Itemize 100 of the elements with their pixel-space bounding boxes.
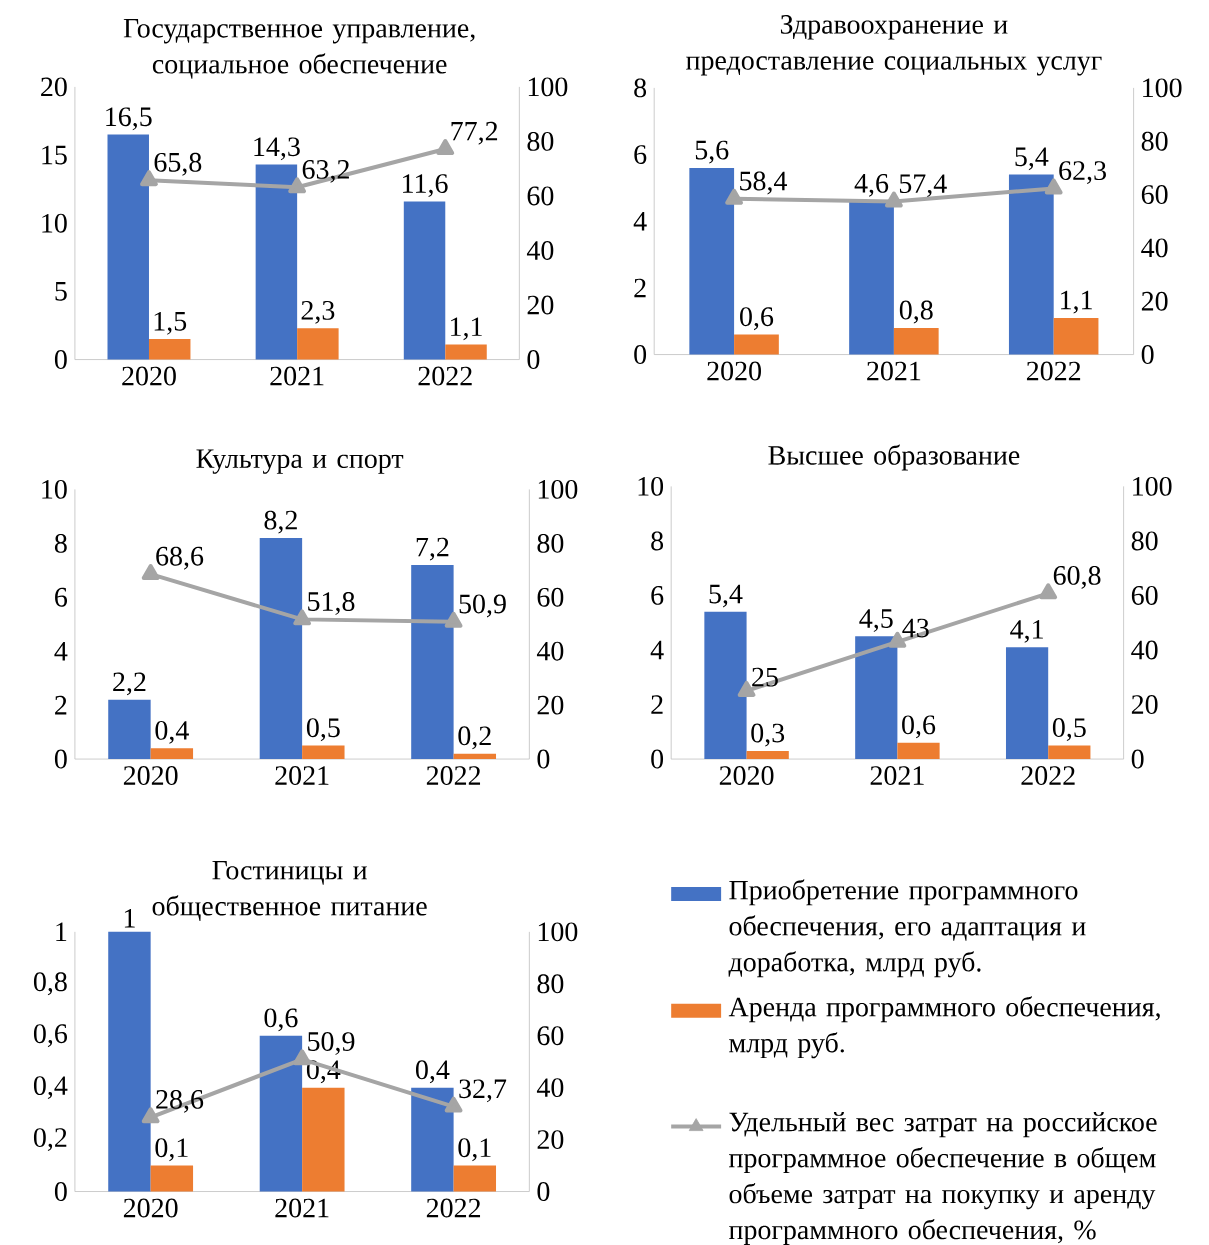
data-label: 11,6 <box>403 174 448 198</box>
y2-tick-label: 60 <box>537 1026 564 1046</box>
data-label: 0,8 <box>900 300 933 324</box>
y-tick-label: 2 <box>634 278 646 298</box>
data-label: 0,1 <box>458 1138 491 1162</box>
bar <box>404 201 446 360</box>
y2-tick-label: 100 <box>539 479 578 499</box>
data-label: 0,6 <box>740 307 774 331</box>
chart-title: Гостиницы и общественное питание <box>152 860 427 922</box>
x-tick-label: 2021 <box>275 1198 329 1218</box>
x-tick-label: 2022 <box>1021 766 1075 785</box>
data-label: 0,5 <box>307 718 340 742</box>
bar <box>150 748 194 760</box>
bar <box>255 164 298 360</box>
y2-tick-label: 100 <box>1143 78 1182 98</box>
data-label: 0,1 <box>155 1138 188 1162</box>
data-label: 62,3 <box>1059 161 1107 185</box>
x-tick-label: 2022 <box>427 1198 481 1218</box>
bar <box>734 334 780 355</box>
bar <box>411 1087 454 1192</box>
y-tick-label: 6 <box>651 586 664 605</box>
bar <box>302 745 345 760</box>
x-tick-label: 2021 <box>270 366 324 386</box>
y-tick-label: 0 <box>55 1182 68 1201</box>
y2-tick-label: 80 <box>527 131 554 151</box>
data-label: 0,2 <box>458 726 491 750</box>
y2-tick-label: 100 <box>1133 476 1172 496</box>
y2-tick-label: 60 <box>527 186 554 206</box>
y2-tick-label: 40 <box>1141 238 1168 258</box>
y2-tick-label: 40 <box>527 241 554 260</box>
data-label: 5,4 <box>1015 147 1049 171</box>
data-label: 1 <box>125 908 136 928</box>
y2-tick-label: 20 <box>1142 291 1168 311</box>
data-label: 43 <box>902 618 929 638</box>
data-label: 2,2 <box>113 672 146 696</box>
y-tick-label: 4 <box>633 212 647 231</box>
data-label: 4,1 <box>1010 620 1044 643</box>
data-label: 2,3 <box>301 300 335 324</box>
y-tick-label: 1 <box>56 922 67 942</box>
y-tick-label: 0,4 <box>34 1076 68 1100</box>
y-tick-label: 20 <box>41 77 68 97</box>
bar <box>149 339 191 360</box>
legend-label: Приобретение программного обеспечения, его адаптация и доработка, млрд руб. <box>728 879 1086 978</box>
y2-tick-label: 100 <box>529 77 568 97</box>
data-label: 16,5 <box>106 107 152 131</box>
bar <box>259 1035 303 1192</box>
y2-tick-label: 0 <box>537 1182 550 1201</box>
data-label: 28,6 <box>156 1089 204 1113</box>
data-label: 7,2 <box>417 537 449 561</box>
chart-title: Культура и спорт <box>196 449 404 474</box>
y-tick-label: 0,2 <box>34 1128 67 1152</box>
bar <box>108 931 151 1192</box>
y-tick-label: 10 <box>42 479 68 499</box>
y-tick-label: 10 <box>42 213 68 233</box>
data-label: 1,5 <box>154 311 187 335</box>
data-label: 4,5 <box>859 609 893 632</box>
y2-tick-label: 0 <box>1131 749 1144 769</box>
y2-tick-label: 80 <box>537 974 564 994</box>
y-tick-label: 0 <box>55 749 68 769</box>
y-tick-label: 2 <box>55 695 67 715</box>
data-label: 0,6 <box>264 1008 298 1032</box>
y-tick-label: 0 <box>634 345 647 365</box>
bar <box>297 328 339 360</box>
y2-tick-label: 80 <box>1131 531 1158 551</box>
y2-tick-label: 80 <box>537 533 564 553</box>
data-label: 25 <box>752 667 779 687</box>
bar <box>453 1165 497 1192</box>
bar <box>107 134 150 360</box>
data-label: 5,6 <box>696 140 729 164</box>
data-label: 57,4 <box>900 174 948 198</box>
data-label: 32,7 <box>459 1079 507 1103</box>
x-tick-label: 2020 <box>124 1198 178 1218</box>
bar <box>1009 174 1054 355</box>
data-label: 0,4 <box>416 1060 450 1084</box>
bar <box>689 167 735 355</box>
y-tick-label: 6 <box>55 587 68 607</box>
legend-label: Удельный вес затрат на российское программное обеспечение в общем объеме затрат на покупку и аренду программного обеспечения, % <box>729 1112 1157 1245</box>
bar <box>1048 745 1091 760</box>
data-label: 51,8 <box>308 592 355 615</box>
x-tick-label: 2020 <box>124 766 178 785</box>
y2-tick-label: 60 <box>537 587 564 607</box>
x-tick-label: 2021 <box>870 766 924 785</box>
data-label: 58,4 <box>740 171 788 195</box>
y-tick-label: 0,8 <box>34 972 68 996</box>
y2-tick-label: 20 <box>1132 695 1158 714</box>
y-tick-label: 8 <box>55 533 68 553</box>
data-label: 0,3 <box>751 723 785 747</box>
y-tick-label: 0 <box>55 350 68 369</box>
data-label: 50,9 <box>308 1032 355 1055</box>
y-tick-label: 15 <box>42 145 68 165</box>
x-tick-label: 2021 <box>867 361 921 381</box>
data-label: 14,3 <box>254 137 301 161</box>
bar <box>108 699 151 760</box>
data-label: 68,6 <box>156 546 204 570</box>
y-tick-label: 8 <box>651 531 664 551</box>
bar <box>411 564 454 760</box>
y-tick-label: 8 <box>634 78 647 98</box>
x-tick-label: 2020 <box>122 366 177 386</box>
bar <box>1053 317 1099 355</box>
chart-title: Здравоохранение и предоставление социальных услуг <box>686 15 1102 76</box>
